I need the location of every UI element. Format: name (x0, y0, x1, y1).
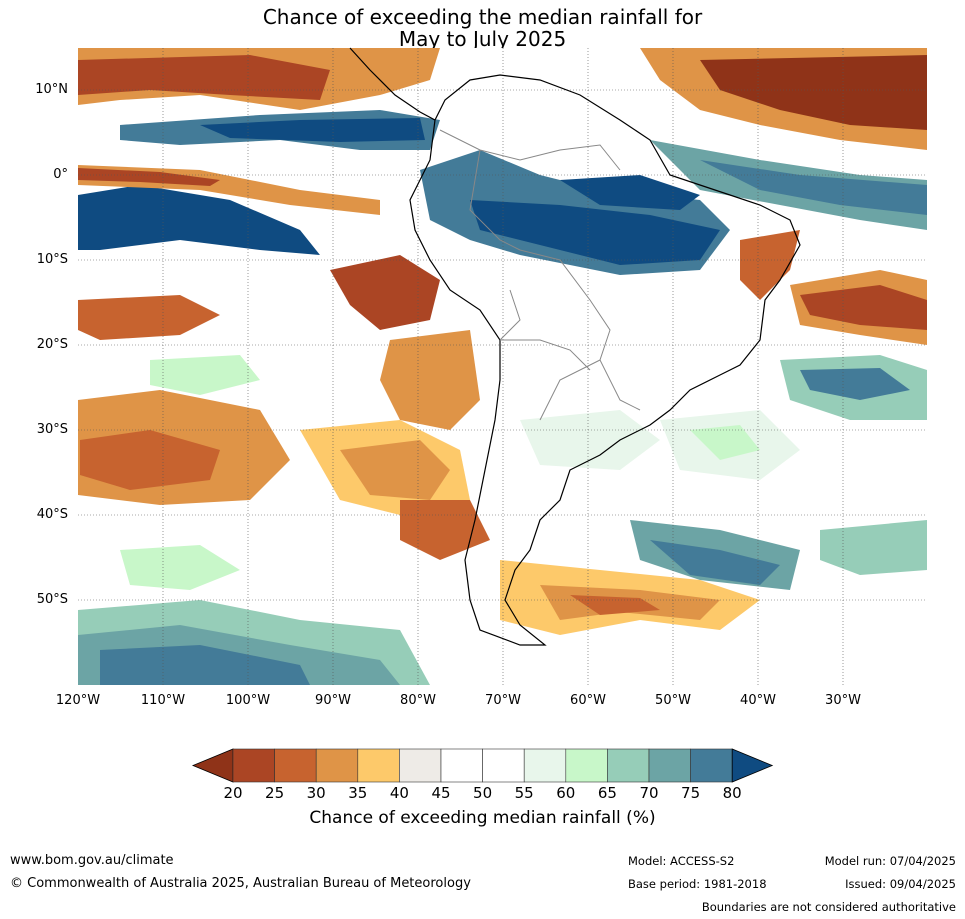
lat-label-40s: 40°S (36, 507, 68, 522)
country-borders (439, 129, 641, 421)
colorbar (191, 748, 774, 783)
lon-label-60w: 60°W (570, 693, 606, 708)
colorbar-swatch (232, 748, 275, 783)
colorbar-extend-low (191, 748, 234, 783)
colorbar-swatch (565, 748, 608, 783)
colorbar-tick: 60 (556, 784, 576, 802)
map-title-line2: May to July 2025 (398, 27, 567, 51)
colorbar-swatch (357, 748, 400, 783)
rainfall-field (78, 48, 927, 685)
colorbar-swatch (607, 748, 650, 783)
colorbar-extend-high (731, 748, 774, 783)
lon-label-90w: 90°W (315, 693, 351, 708)
footer-model-run: Model run: 07/04/2025 (824, 854, 956, 868)
footer-copyright: © Commonwealth of Australia 2025, Austra… (10, 876, 471, 891)
footer-model: Model: ACCESS-S2 (628, 854, 735, 868)
coastline (349, 47, 801, 646)
lon-label-100w: 100°W (225, 693, 271, 708)
lat-label-30s: 30°S (36, 422, 68, 437)
colorbar-tick: 30 (306, 784, 326, 802)
colorbar-swatch (648, 748, 691, 783)
colorbar-tick: 35 (348, 784, 368, 802)
colorbar-tick: 40 (389, 784, 409, 802)
colorbar-tick: 20 (223, 784, 243, 802)
lat-label-10n: 10°N (35, 82, 68, 97)
colorbar-swatch (399, 748, 442, 783)
lon-label-40w: 40°W (740, 693, 776, 708)
lon-label-120w: 120°W (55, 693, 101, 708)
colorbar-tick: 80 (722, 784, 742, 802)
lon-label-50w: 50°W (655, 693, 691, 708)
lat-label-0: 0° (53, 167, 68, 182)
colorbar-swatch (274, 748, 317, 783)
colorbar-swatch (315, 748, 359, 783)
colorbar-tick: 45 (431, 784, 451, 802)
lon-label-30w: 30°W (825, 693, 861, 708)
colorbar-swatch (523, 748, 567, 783)
colorbar-tick: 75 (681, 784, 701, 802)
colorbar-title: Chance of exceeding median rainfall (%) (309, 808, 656, 828)
footer-boundaries-note: Boundaries are not considered authoritat… (701, 900, 956, 914)
colorbar-tick: 50 (473, 784, 493, 802)
map-title-line1: Chance of exceeding the median rainfall … (262, 5, 703, 29)
lat-label-20s: 20°S (36, 337, 68, 352)
lon-label-80w: 80°W (400, 693, 436, 708)
lat-label-50s: 50°S (36, 592, 68, 607)
lon-label-110w: 110°W (140, 693, 186, 708)
colorbar-tick: 70 (639, 784, 659, 802)
footer-url: www.bom.gov.au/climate (10, 853, 174, 868)
lat-label-10s: 10°S (36, 252, 68, 267)
lon-label-70w: 70°W (485, 693, 521, 708)
colorbar-tick: 55 (514, 784, 534, 802)
colorbar-tick: 25 (265, 784, 285, 802)
footer-issued: Issued: 09/04/2025 (845, 877, 956, 891)
footer-base-period: Base period: 1981-2018 (628, 877, 767, 891)
colorbar-swatch (690, 748, 733, 783)
colorbar-swatch (482, 748, 525, 783)
colorbar-tick: 65 (597, 784, 617, 802)
graticule (78, 48, 927, 685)
colorbar-swatch (440, 748, 483, 783)
